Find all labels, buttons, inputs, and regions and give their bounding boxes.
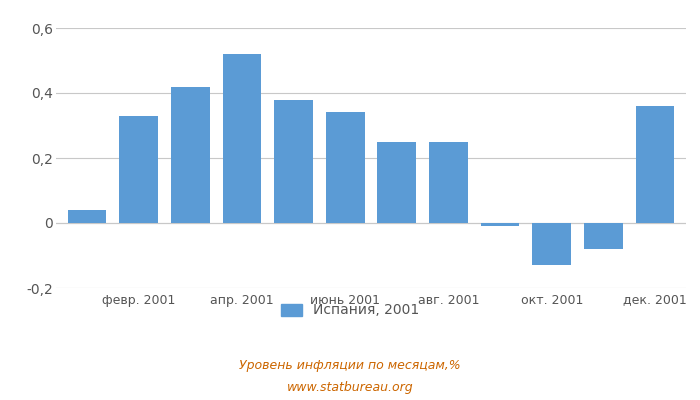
Bar [377,142,416,223]
Bar [223,54,261,223]
Legend: Испания, 2001: Испания, 2001 [275,298,425,323]
Bar [584,223,623,249]
Text: www.statbureau.org: www.statbureau.org [287,382,413,394]
Bar [171,86,209,223]
Bar [274,100,313,223]
Bar [68,210,106,223]
Bar [481,223,519,226]
Text: Уровень инфляции по месяцам,%: Уровень инфляции по месяцам,% [239,360,461,372]
Bar [429,142,468,223]
Bar [636,106,674,223]
Bar [326,112,365,223]
Bar [533,223,571,265]
Bar [119,116,158,223]
